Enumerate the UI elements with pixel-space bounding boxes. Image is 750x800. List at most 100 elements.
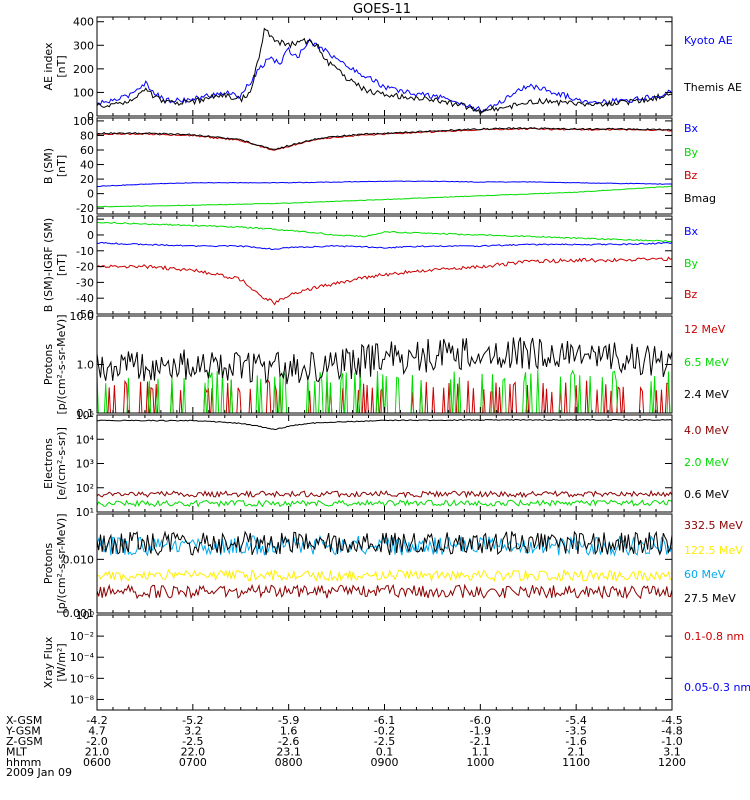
legend-xray-0-1-0-8-nm: 0.1-0.8 nm [684, 630, 744, 643]
ephem-value: -2.6 [278, 735, 299, 748]
ytick-label-xray: 10⁻⁸ [70, 693, 95, 706]
ytick-label-ae: 400 [73, 16, 94, 29]
ephem-value: -3.5 [565, 725, 586, 738]
ytick-label-protons-low: 10.0 [70, 310, 95, 323]
legend-electrons-2-0-mev: 2.0 MeV [684, 456, 729, 469]
legend-ae-kyoto-ae: Kyoto AE [684, 34, 733, 47]
ytick-label-bigrf: 10 [80, 213, 94, 226]
ytick-label-ae: 0 [87, 110, 94, 123]
ytick-label-electrons: 10¹ [76, 506, 94, 519]
legend-electrons-4-0-mev: 4.0 MeV [684, 424, 729, 437]
panel-bigrf: -50 -40 -30 -20 -10 0 10 B (SM)-IGRF (SM) [nT] Bx… [42, 213, 699, 321]
ylabel-xray: [W/m²] [55, 643, 68, 681]
series-bigrf-bx [97, 241, 672, 250]
ytick-label-protons-low: 1.0 [77, 359, 95, 372]
ephem-value: 0900 [371, 756, 399, 769]
series-bigrf-bz [97, 256, 672, 306]
ephem-label: MLT [6, 746, 27, 759]
ylabel-electrons: [e/(cm²-s-sr)] [55, 427, 68, 500]
ephem-value: 1200 [658, 756, 686, 769]
series-ae-kyoto-ae [97, 38, 672, 113]
ylabel-bigrf: [nT] [55, 254, 68, 276]
legend-bsm-bx: Bx [684, 122, 699, 135]
ylabel-bigrf: B (SM)-IGRF (SM) [42, 218, 55, 312]
ytick-label-electrons: 10⁵ [76, 409, 94, 422]
ytick-label-bsm: -20 [76, 202, 94, 215]
ytick-label-protons-low: 0.1 [77, 407, 95, 420]
ephemeris-table: X-GSM -4.2 -5.2 -5.9 -6.1 -6.0 -5.4 -4.5 Y-GSM 4.… [5, 714, 686, 769]
legend-protons-high-27-5-mev: 27.5 MeV [684, 592, 736, 605]
ytick-label-bsm: 20 [80, 173, 94, 186]
ylabel-protons-low: [p/(cm²-s-sr-MeV)] [55, 315, 68, 415]
ephem-value: 1.1 [472, 746, 490, 759]
legend-bigrf-bx: Bx [684, 225, 699, 238]
legend-bigrf-by: By [684, 257, 699, 270]
frame-xray [96, 614, 673, 711]
ephem-value: 3.1 [663, 746, 681, 759]
frame-bigrf [96, 215, 673, 315]
series-protons-low-12-mev [107, 378, 671, 413]
ephem-value: 21.0 [85, 746, 110, 759]
date-label: 2009 Jan 09 [6, 766, 72, 779]
ephem-value: 1.6 [280, 725, 298, 738]
ephem-value: -6.0 [470, 714, 491, 727]
series-protons-low-2-4-mev [97, 337, 672, 385]
ephem-value: 0.1 [376, 746, 394, 759]
ephem-value: 0800 [275, 756, 303, 769]
figure-title: GOES-11 [353, 2, 411, 17]
ephem-value: -1.6 [565, 735, 586, 748]
frame-protons-high [96, 513, 673, 614]
ephem-value: -2.5 [182, 735, 203, 748]
series-bsm-by [97, 185, 672, 208]
panel-ae: 0 100 200 300 400 AE index [nT] Kyoto AE Themis … [42, 16, 742, 123]
legend-bsm-by: By [684, 146, 699, 159]
legend-protons-high-60-mev: 60 MeV [684, 568, 726, 581]
ytick-label-bigrf: -30 [76, 276, 94, 289]
ephem-value: -4.8 [661, 725, 682, 738]
ephem-label: X-GSM [6, 714, 42, 727]
ylabel-protons-high: Protons [42, 543, 55, 584]
ytick-label-bigrf: -20 [76, 261, 94, 274]
ylabel-ae: [nT] [55, 55, 68, 77]
ephem-value: -1.0 [661, 735, 682, 748]
ephem-label: Z-GSM [6, 735, 43, 748]
ytick-label-bsm: 80 [80, 129, 94, 142]
ephem-value: -5.2 [182, 714, 203, 727]
series-protons-high-122-5-mev [97, 568, 672, 583]
ephem-value: -1.9 [470, 725, 491, 738]
series-bsm-bz [97, 127, 672, 151]
series-ae-themis-ae [97, 27, 672, 115]
ephem-value: -5.9 [278, 714, 299, 727]
ytick-label-ae: 300 [73, 39, 94, 52]
ytick-label-bigrf: -40 [76, 292, 94, 305]
ylabel-protons-high: [p/(cm²-s-sr-MeV)] [55, 514, 68, 614]
panel-protons-low: 0.1 1.0 10.0 Protons [p/(cm²-s-sr-MeV)] 12 Me… [42, 310, 729, 420]
ytick-label-electrons: 10⁴ [76, 433, 95, 446]
ephem-label: Y-GSM [5, 725, 41, 738]
ephem-value: 2.1 [567, 746, 585, 759]
ylabel-protons-low: Protons [42, 344, 55, 385]
panel-protons-high: 0.001 0.010 Protons [p/(cm²-s-sr-MeV)] 332.5… [42, 513, 743, 620]
legend-bsm-bz: Bz [684, 169, 698, 182]
ephem-label: hhmm [6, 756, 41, 769]
legend-protons-low-6-5-mev: 6.5 MeV [684, 356, 729, 369]
legend-protons-high-122-5-mev: 122.5 MeV [684, 544, 743, 557]
ytick-label-bigrf: -10 [76, 245, 94, 258]
ytick-label-bigrf: -50 [76, 308, 94, 321]
series-bigrf-by [97, 221, 672, 243]
legend-ae-themis-ae: Themis AE [683, 81, 742, 94]
ytick-label-ae: 200 [73, 63, 94, 76]
ytick-label-bigrf: 0 [87, 229, 94, 242]
legend-electrons-0-6-mev: 0.6 MeV [684, 488, 729, 501]
ytick-label-ae: 100 [73, 86, 94, 99]
ephem-value: -4.5 [661, 714, 682, 727]
series-protons-high-60-mev [97, 534, 672, 557]
ephem-value: 1100 [562, 756, 590, 769]
ytick-label-electrons: 10² [76, 482, 94, 495]
legend-protons-high-332-5-mev: 332.5 MeV [684, 519, 743, 532]
ephem-value: -6.1 [374, 714, 395, 727]
ephem-value: 22.0 [181, 746, 206, 759]
legend-bigrf-bz: Bz [684, 288, 698, 301]
